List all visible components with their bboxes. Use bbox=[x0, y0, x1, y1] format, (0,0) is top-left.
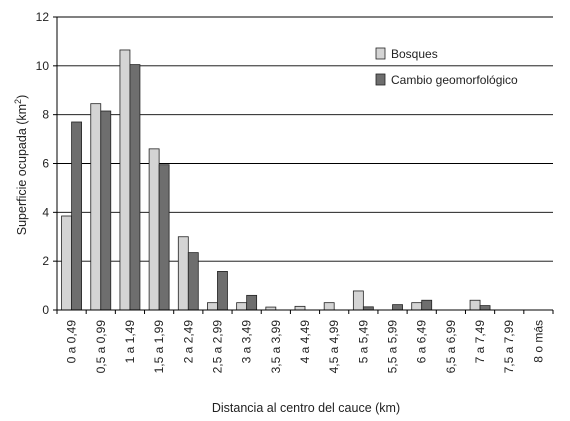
x-tick-label: 5,5 a 5,99 bbox=[386, 320, 400, 374]
bar-bosques bbox=[119, 49, 131, 311]
bar-cambio-geomorfologico bbox=[158, 164, 170, 311]
x-tick-label: 2 a 2,49 bbox=[181, 320, 195, 364]
y-tick-label: 12 bbox=[36, 10, 50, 24]
bar-bosques bbox=[148, 148, 160, 311]
legend-label-bosques: Bosques bbox=[391, 47, 438, 61]
x-tick-label: 7,5 a 7,99 bbox=[502, 320, 516, 374]
bar-cambio-geomorfologico bbox=[421, 299, 433, 311]
bar-cambio-geomorfologico bbox=[187, 252, 199, 311]
x-tick-label: 0,5 a 0,99 bbox=[94, 320, 108, 374]
y-tick-label: 8 bbox=[42, 108, 49, 122]
x-tick-labels: 0 a 0,49 0,5 a 0,99 1 a 1,49 1,5 a 1,99 2 a … bbox=[65, 320, 546, 374]
legend-label-cambio: Cambio geomorfológico bbox=[391, 73, 518, 87]
bar-bosques bbox=[61, 215, 72, 311]
y-tick-label: 0 bbox=[42, 303, 49, 317]
bar-bosques bbox=[352, 290, 364, 311]
x-tick-label: 6 a 6,49 bbox=[415, 320, 429, 364]
y-tick-label: 10 bbox=[36, 59, 50, 73]
x-tick-label: 8 o más bbox=[531, 320, 545, 363]
x-tick-label: 2,5 a 2,99 bbox=[210, 320, 224, 374]
bar-bosques bbox=[294, 305, 306, 311]
y-tick-label: 2 bbox=[42, 254, 49, 268]
bar-bosques bbox=[236, 302, 248, 311]
x-tick-label: 6,5 a 6,99 bbox=[444, 320, 458, 374]
legend-swatch-bosques bbox=[375, 47, 386, 60]
x-tick-label: 3,5 a 3,99 bbox=[269, 320, 283, 374]
x-tick-label: 1 a 1,49 bbox=[123, 320, 137, 364]
bars bbox=[61, 49, 491, 311]
bar-cambio-geomorfologico bbox=[246, 294, 258, 311]
x-tick-label: 4,5 a 4,99 bbox=[327, 320, 341, 374]
bar-cambio-geomorfologico bbox=[392, 304, 403, 311]
bar-bosques bbox=[411, 302, 423, 311]
axes bbox=[53, 16, 554, 314]
bar-bosques bbox=[90, 103, 102, 311]
bar-cambio-geomorfologico bbox=[217, 271, 228, 311]
x-tick-label: 7 a 7,49 bbox=[473, 320, 487, 364]
x-tick-label: 0 a 0,49 bbox=[65, 320, 79, 364]
y-tick-label: 4 bbox=[42, 205, 49, 219]
x-tick-label: 4 a 4,49 bbox=[298, 320, 312, 364]
x-tick-label: 5 a 5,49 bbox=[356, 320, 370, 364]
y-axis-title: Superficie ocupada (km2) bbox=[13, 95, 29, 236]
bar-cambio-geomorfologico bbox=[479, 305, 491, 311]
bar-cambio-geomorfologico bbox=[100, 110, 112, 311]
bar-bosques bbox=[323, 302, 335, 311]
bar-bosques bbox=[469, 299, 481, 311]
legend-swatch-cambio bbox=[375, 73, 386, 86]
x-tick-label: 3 a 3,49 bbox=[240, 320, 254, 364]
bar-bosques bbox=[177, 236, 189, 311]
x-axis-title: Distancia al centro del cauce (km) bbox=[212, 401, 400, 415]
bar-bosques bbox=[207, 302, 218, 311]
x-tick-label: 1,5 a 1,99 bbox=[152, 320, 166, 374]
bar-cambio-geomorfologico bbox=[71, 121, 82, 311]
bar-cambio-geomorfologico bbox=[129, 64, 141, 311]
y-tick-labels: 0 2 4 6 8 10 12 bbox=[36, 10, 50, 317]
y-tick-label: 6 bbox=[42, 157, 49, 171]
legend: Bosques Cambio geomorfológico bbox=[375, 47, 518, 87]
